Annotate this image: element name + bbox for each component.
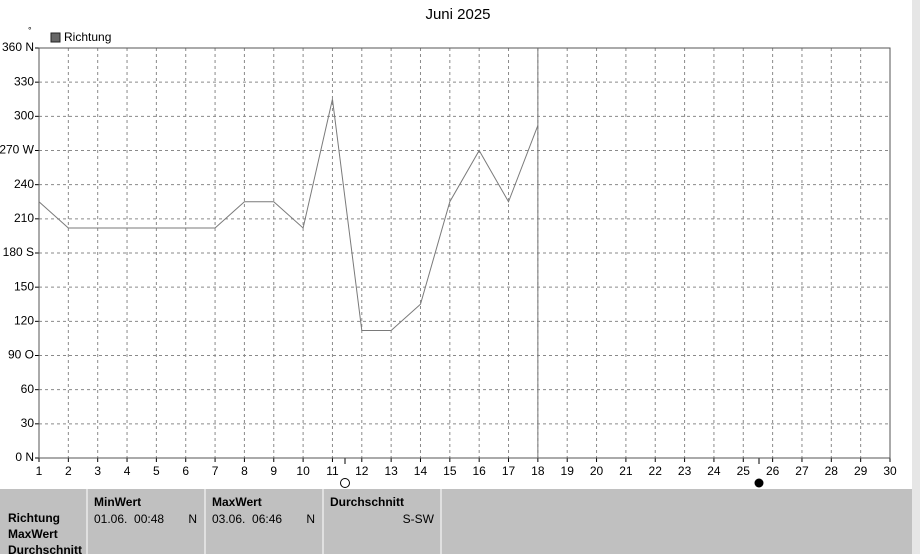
stats-panel [0,489,912,554]
x-tick-label: 15 [443,464,457,478]
x-tick-label: 26 [766,464,780,478]
column-header: Durchschnitt [330,495,404,509]
x-tick-label: 22 [649,464,663,478]
x-tick-label: 30 [883,464,897,478]
x-tick-label: 27 [795,464,809,478]
x-tick-label: 5 [153,464,160,478]
legend-label: Richtung [64,30,111,44]
plot-border [38,47,891,459]
x-tick-label: 19 [561,464,575,478]
y-tick-label: 210 [14,211,34,225]
x-tick-label: 23 [678,464,692,478]
table-cell: 03.06. 06:46 [212,512,282,526]
x-tick-label: 21 [619,464,633,478]
y-unit: ° [28,25,32,35]
table-cell: S-SW [403,512,435,526]
row-label: MaxWert [8,527,58,541]
x-tick-label: 2 [65,464,72,478]
y-tick-label: 330 [14,74,34,88]
column-header: MinWert [94,495,141,509]
full-moon-icon [340,478,350,488]
x-tick-label: 25 [737,464,751,478]
table-cell: N [306,512,315,526]
y-tick-label: 270 W [0,143,35,157]
x-tick-label: 7 [212,464,219,478]
x-tick-label: 14 [414,464,428,478]
data-line [38,99,539,331]
x-tick-label: 18 [531,464,545,478]
y-tick-label: 240 [14,177,34,191]
y-tick-label: 120 [14,314,34,328]
table-cell: N [188,512,197,526]
x-tick-label: 28 [825,464,839,478]
x-tick-label: 4 [124,464,131,478]
table-cell: 01.06. 00:48 [94,512,164,526]
x-tick-label: 16 [472,464,486,478]
y-tick-label: 90 O [8,348,34,362]
row-label: Durchschnitt [8,543,82,554]
window-edge [912,0,920,554]
x-tick-label: 3 [94,464,101,478]
y-tick-label: 180 S [3,245,34,259]
new-moon-icon [754,478,764,488]
x-tick-label: 11 [326,464,339,478]
x-tick-label: 29 [854,464,868,478]
x-tick-label: 8 [241,464,248,478]
x-tick-label: 1 [36,464,43,478]
x-tick-label: 6 [182,464,189,478]
y-tick-label: 300 [14,109,34,123]
x-tick-label: 17 [502,464,516,478]
column-header: MaxWert [212,495,262,509]
row-label: Richtung [8,511,60,525]
y-tick-label: 60 [21,382,35,396]
stats-table: MinWert MaxWert Durchschnitt Richtung 01.06.… [8,489,442,554]
x-tick-label: 20 [590,464,604,478]
y-tick-label: 360 N [2,40,34,54]
y-tick-label: 150 [14,279,34,293]
x-tick-label: 13 [384,464,398,478]
x-tick-label: 12 [355,464,369,478]
x-tick-label: 10 [296,464,310,478]
chart-title: Juni 2025 [425,6,490,23]
legend-swatch [50,32,61,43]
x-tick-label: 24 [707,464,721,478]
y-tick-label: 30 [21,416,35,430]
y-tick-label: 0 N [15,450,34,464]
x-tick-label: 9 [270,464,277,478]
